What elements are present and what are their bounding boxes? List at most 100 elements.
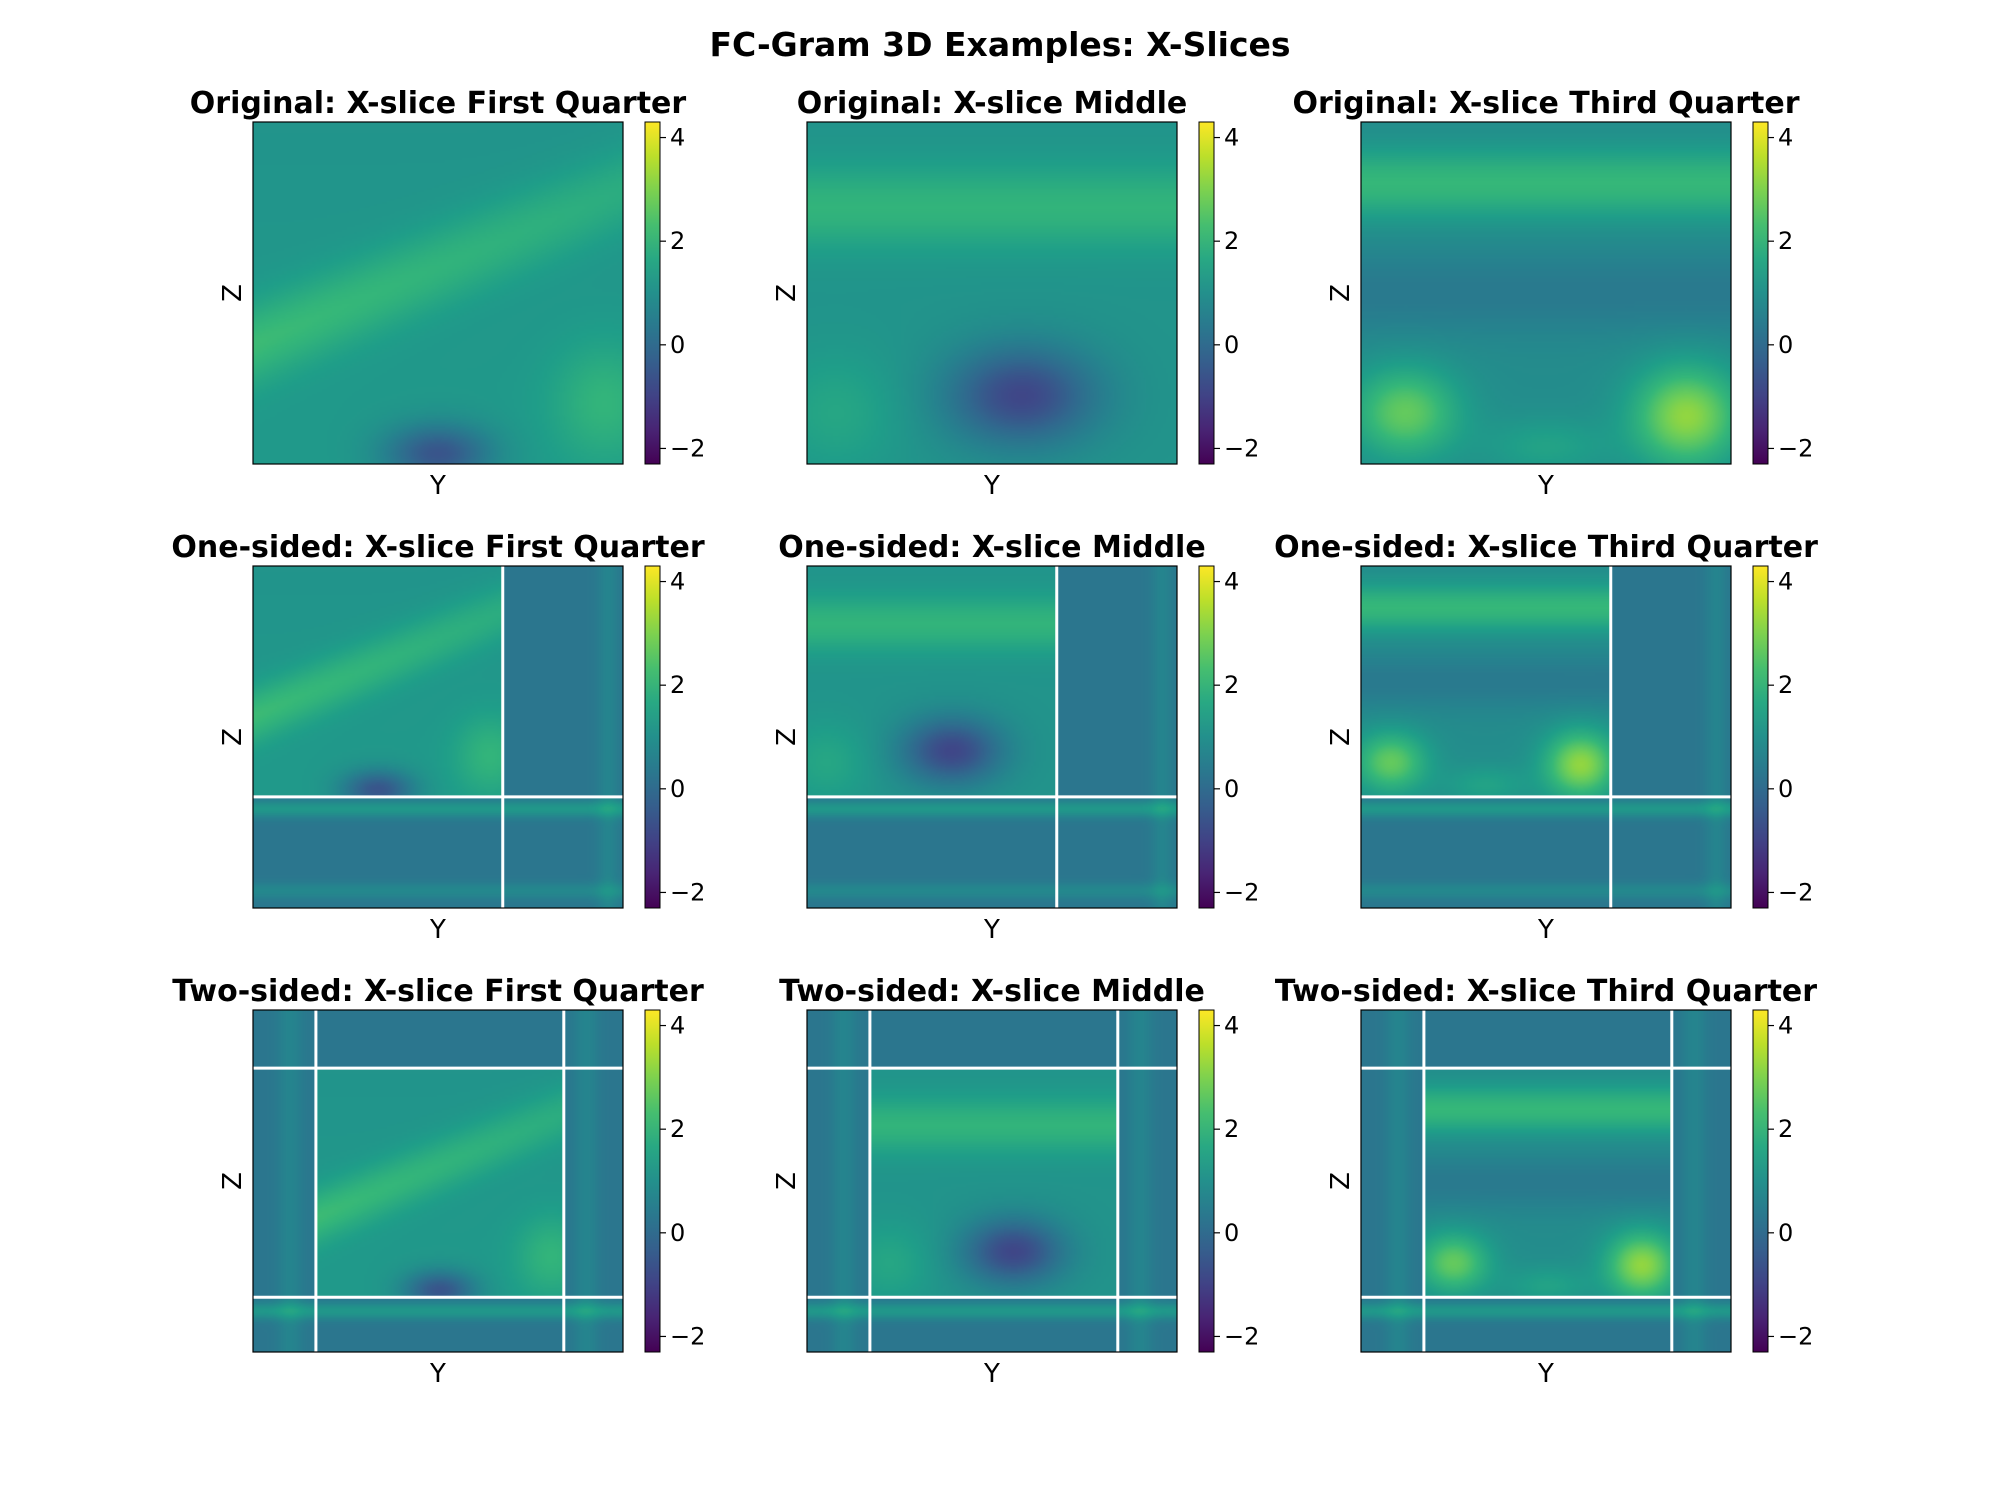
colorbar-tick-label: 4 — [1224, 124, 1239, 152]
colorbar-gradient — [1198, 565, 1215, 909]
x-axis-label: Y — [429, 471, 446, 501]
heatmap-image — [807, 1010, 1177, 1352]
colorbar-tick-label: 2 — [1778, 1115, 1793, 1143]
colorbar-gradient — [644, 121, 661, 465]
axes-frame — [252, 565, 624, 909]
x-axis-label: Y — [429, 1359, 446, 1389]
colorbar: −2 0 2 4 — [644, 565, 705, 909]
x-axis-label: Y — [429, 915, 446, 945]
colorbar-tick-label: 2 — [1224, 671, 1239, 699]
axes-frame — [1360, 565, 1732, 909]
colorbar-tick-label: −2 — [1778, 434, 1813, 462]
x-axis-label: Y — [1537, 471, 1554, 501]
colorbar-gradient — [1752, 1009, 1769, 1353]
colorbar-gradient — [644, 565, 661, 909]
heatmap-image — [1361, 1010, 1731, 1352]
colorbar-tick-label: 2 — [1778, 671, 1793, 699]
x-axis-label: Y — [983, 1359, 1000, 1389]
heatmap-image — [1361, 122, 1731, 464]
axes-frame — [1360, 1009, 1732, 1353]
heatmap-image — [253, 122, 623, 464]
colorbar-tick-label: −2 — [1224, 1322, 1259, 1350]
panel-two-sided-first-quarter: Two-sided: X-slice First Quarter Y Z −2 0 2 4 — [172, 974, 705, 1389]
y-axis-label: Z — [1326, 284, 1356, 302]
colorbar-tick-label: −2 — [670, 878, 705, 906]
y-axis-label: Z — [218, 284, 248, 302]
y-axis-label: Z — [772, 284, 802, 302]
colorbar-tick-label: 4 — [670, 568, 685, 596]
colorbar-tick-label: 0 — [670, 775, 685, 803]
colorbar: −2 0 2 4 — [1198, 565, 1259, 909]
heatmap-image — [1361, 566, 1731, 908]
colorbar-tick-label: 0 — [1224, 775, 1239, 803]
figure-title: FC-Gram 3D Examples: X-Slices — [709, 25, 1290, 64]
x-axis-label: Y — [983, 471, 1000, 501]
colorbar-tick-label: 0 — [1778, 331, 1793, 359]
panel-one-sided-middle: One-sided: X-slice Middle Y Z −2 0 2 4 — [772, 530, 1259, 945]
panel-original-third-quarter: Original: X-slice Third Quarter Y Z −2 0 2 4 — [1293, 86, 1814, 501]
colorbar-tick-label: 0 — [1224, 1219, 1239, 1247]
panel-grid: Original: X-slice First QuarterYZ−2024Or… — [171, 86, 1818, 1389]
colorbar-gradient — [644, 1009, 661, 1353]
colorbar-tick-label: −2 — [1224, 434, 1259, 462]
panel-title: Original: X-slice Third Quarter — [1293, 86, 1800, 121]
colorbar: −2 0 2 4 — [644, 1009, 705, 1353]
y-axis-label: Z — [772, 1172, 802, 1190]
colorbar: −2 0 2 4 — [1752, 565, 1813, 909]
colorbar: −2 0 2 4 — [1752, 121, 1813, 465]
colorbar: −2 0 2 4 — [1198, 121, 1259, 465]
axes-frame — [806, 1009, 1178, 1353]
panel-title: Original: X-slice First Quarter — [190, 86, 687, 121]
heatmap-image — [253, 566, 623, 908]
heatmap-image — [807, 566, 1177, 908]
colorbar-tick-label: 2 — [1224, 227, 1239, 255]
x-axis-label: Y — [983, 915, 1000, 945]
colorbar-tick-label: 4 — [670, 124, 685, 152]
colorbar-tick-label: −2 — [670, 434, 705, 462]
axes-frame — [1360, 121, 1732, 465]
heatmap-image — [807, 122, 1177, 464]
panel-two-sided-middle: Two-sided: X-slice Middle Y Z −2 0 2 4 — [772, 974, 1259, 1389]
colorbar-tick-label: −2 — [1224, 878, 1259, 906]
colorbar-gradient — [1752, 121, 1769, 465]
panel-title: Two-sided: X-slice First Quarter — [172, 974, 704, 1009]
panel-one-sided-third-quarter: One-sided: X-slice Third Quarter Y Z −2 0 2 4 — [1274, 530, 1818, 945]
colorbar: −2 0 2 4 — [1752, 1009, 1813, 1353]
panel-title: One-sided: X-slice First Quarter — [171, 530, 704, 565]
panel-original-first-quarter: Original: X-slice First Quarter Y Z −2 0 2 4 — [190, 86, 706, 501]
panel-one-sided-first-quarter: One-sided: X-slice First Quarter Y Z −2 0 2 4 — [171, 530, 705, 945]
colorbar-tick-label: 0 — [670, 1219, 685, 1247]
colorbar-tick-label: 4 — [670, 1012, 685, 1040]
heatmap-image — [253, 1010, 623, 1352]
colorbar-tick-label: −2 — [1778, 878, 1813, 906]
y-axis-label: Z — [772, 728, 802, 746]
colorbar-tick-label: 4 — [1778, 568, 1793, 596]
colorbar-tick-label: 2 — [670, 671, 685, 699]
colorbar-tick-label: 2 — [1778, 227, 1793, 255]
panel-title: One-sided: X-slice Middle — [778, 530, 1205, 565]
axes-frame — [806, 565, 1178, 909]
axes-frame — [252, 121, 624, 465]
axes-frame — [806, 121, 1178, 465]
panel-title: One-sided: X-slice Third Quarter — [1274, 530, 1818, 565]
y-axis-label: Z — [1326, 1172, 1356, 1190]
colorbar-gradient — [1198, 1009, 1215, 1353]
colorbar-tick-label: 4 — [1778, 1012, 1793, 1040]
x-axis-label: Y — [1537, 915, 1554, 945]
colorbar-tick-label: 4 — [1778, 124, 1793, 152]
panel-title: Two-sided: X-slice Middle — [779, 974, 1205, 1009]
colorbar-tick-label: 2 — [1224, 1115, 1239, 1143]
colorbar: −2 0 2 4 — [644, 121, 705, 465]
y-axis-label: Z — [1326, 728, 1356, 746]
y-axis-label: Z — [218, 1172, 248, 1190]
colorbar-gradient — [1752, 565, 1769, 909]
panel-title: Two-sided: X-slice Third Quarter — [1275, 974, 1817, 1009]
colorbar-tick-label: 4 — [1224, 1012, 1239, 1040]
colorbar: −2 0 2 4 — [1198, 1009, 1259, 1353]
colorbar-tick-label: 0 — [1224, 331, 1239, 359]
y-axis-label: Z — [218, 728, 248, 746]
axes-frame — [252, 1009, 624, 1353]
colorbar-tick-label: −2 — [1778, 1322, 1813, 1350]
colorbar-tick-label: 2 — [670, 227, 685, 255]
